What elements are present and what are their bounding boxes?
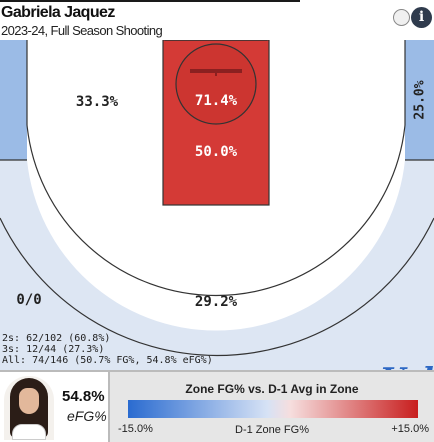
legend-min-label: -15.0% — [118, 423, 153, 435]
legend-mid-label: D-1 Zone FG% — [235, 424, 309, 436]
player-name: Gabriela Jaquez — [1, 4, 115, 21]
top-divider — [0, 0, 300, 2]
zone-label-left-wing-three: 0/0 — [16, 292, 42, 308]
stat-twos: 2s: 62/102 (60.8%) — [2, 333, 111, 344]
three-point-line — [26, 40, 406, 297]
legend-max-label: +15.0% — [391, 423, 429, 435]
footer-divider — [108, 372, 110, 442]
stat-threes: 3s: 12/44 (27.3%) — [2, 344, 105, 355]
zone-label-restricted-area: 71.4% — [194, 93, 238, 109]
chart-footer: 54.8% eFG% Zone FG% vs. D-1 Avg in Zone … — [0, 370, 434, 442]
avatar-face — [19, 388, 39, 414]
zone-restricted-area[interactable] — [175, 43, 257, 125]
chart-header: Gabriela Jaquez 2023-24, Full Season Sho… — [0, 0, 434, 40]
shooting-stats: 2s: 62/102 (60.8%) 3s: 12/44 (27.3%) All… — [2, 333, 213, 366]
zone-top-three[interactable] — [0, 160, 434, 370]
legend-gradient-bar — [128, 400, 418, 418]
zone-label-top-three: 29.2% — [194, 294, 238, 310]
info-icon[interactable]: i — [411, 7, 432, 28]
zone-label-right-corner-three: 25.0% — [412, 80, 428, 120]
player-avatar — [4, 376, 54, 440]
toggle-circle-icon[interactable] — [393, 9, 410, 26]
legend-title: Zone FG% vs. D-1 Avg in Zone — [185, 382, 359, 396]
outer-arc-line — [0, 217, 434, 357]
zone-label-left-wing-mid: 33.3% — [75, 94, 119, 110]
efg-label: eFG% — [67, 408, 107, 424]
color-legend: Zone FG% vs. D-1 Avg in Zone -15.0% D-1 … — [110, 372, 434, 442]
zone-label-paint: 50.0% — [194, 144, 238, 160]
avatar-shirt — [12, 424, 46, 440]
season-subtitle: 2023-24, Full Season Shooting — [1, 23, 163, 38]
stat-all: All: 74/146 (50.7% FG%, 54.8% eFG%) — [2, 355, 213, 366]
efg-value: 54.8% — [62, 388, 105, 405]
court-drawing — [0, 40, 434, 370]
shot-chart-court: 33.3% 71.4% 50.0% 25.0% 0/0 29.2% Ucla — [0, 40, 434, 397]
zone-right-corner-three[interactable] — [405, 40, 434, 160]
zone-left-corner-three[interactable] — [0, 40, 27, 160]
